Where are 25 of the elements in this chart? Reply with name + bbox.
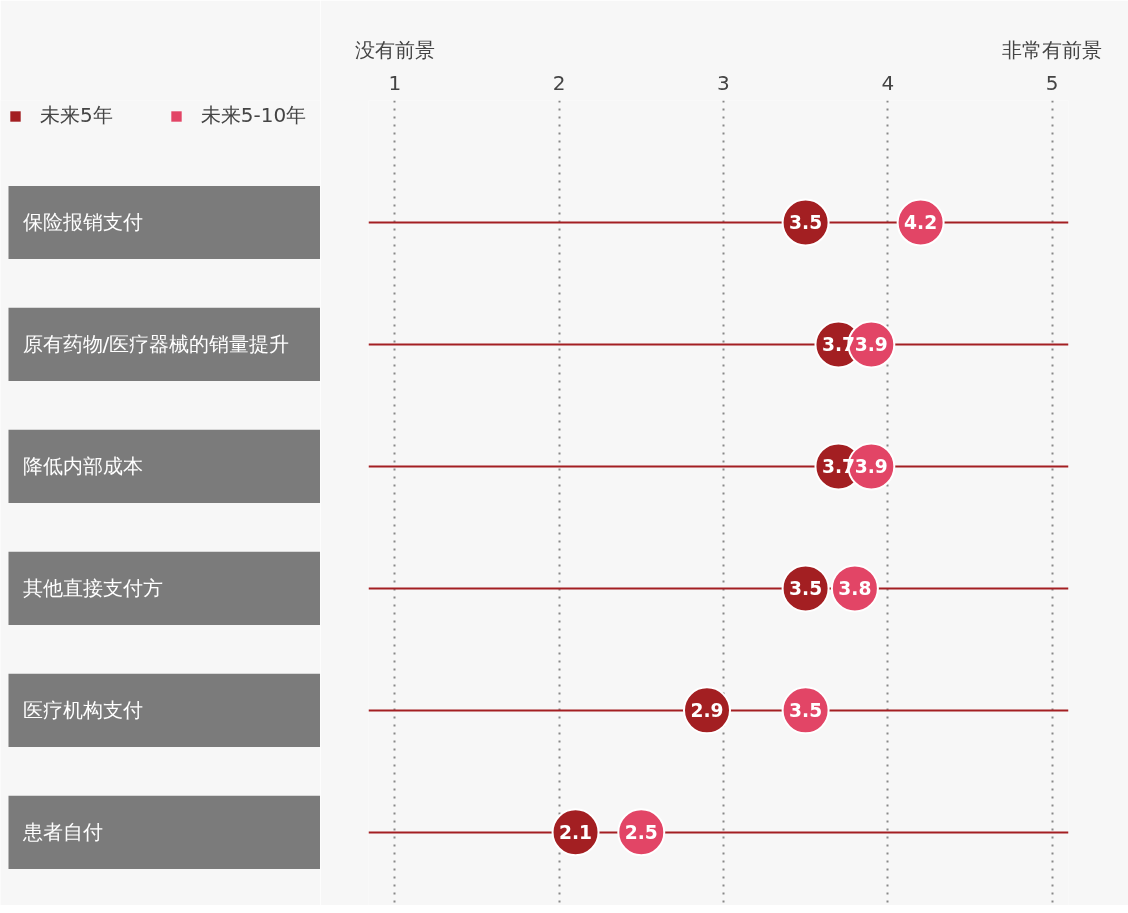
data-label: 3.5 — [789, 700, 823, 722]
data-label: 2.1 — [559, 822, 593, 844]
legend-label: 未来5年 — [40, 102, 113, 129]
y-tick-label: 患者自付 — [21, 820, 103, 845]
y-tick-label: 保险报销支付 — [22, 210, 143, 235]
y-tick-label: 降低内部成本 — [22, 454, 143, 479]
x-tick-label: 1 — [388, 70, 402, 95]
y-tick-label: 原有药物/医疗器械的销量提升 — [22, 332, 290, 357]
legend-label: 未来5-10年 — [200, 102, 307, 129]
data-label: 3.5 — [789, 212, 823, 234]
data-label: 3.8 — [838, 578, 872, 600]
x-tick-label: 4 — [881, 70, 895, 95]
text: 没有前景 — [354, 37, 435, 62]
data-label: 2.9 — [690, 700, 724, 722]
data-label: 3.9 — [854, 334, 888, 356]
x-tick-label: 2 — [552, 70, 566, 95]
text: 非常有前景 — [1002, 37, 1103, 62]
x-tick-label: 3 — [717, 70, 730, 95]
data-label: 4.2 — [904, 212, 938, 234]
x-tick-label: 5 — [1045, 70, 1059, 95]
data-label: 2.5 — [624, 822, 658, 844]
data-label: 3.5 — [789, 578, 823, 600]
y-tick-label: 医疗机构支付 — [22, 698, 143, 723]
data-label: 3.9 — [854, 456, 888, 478]
y-tick-label: 其他直接支付方 — [22, 576, 163, 601]
